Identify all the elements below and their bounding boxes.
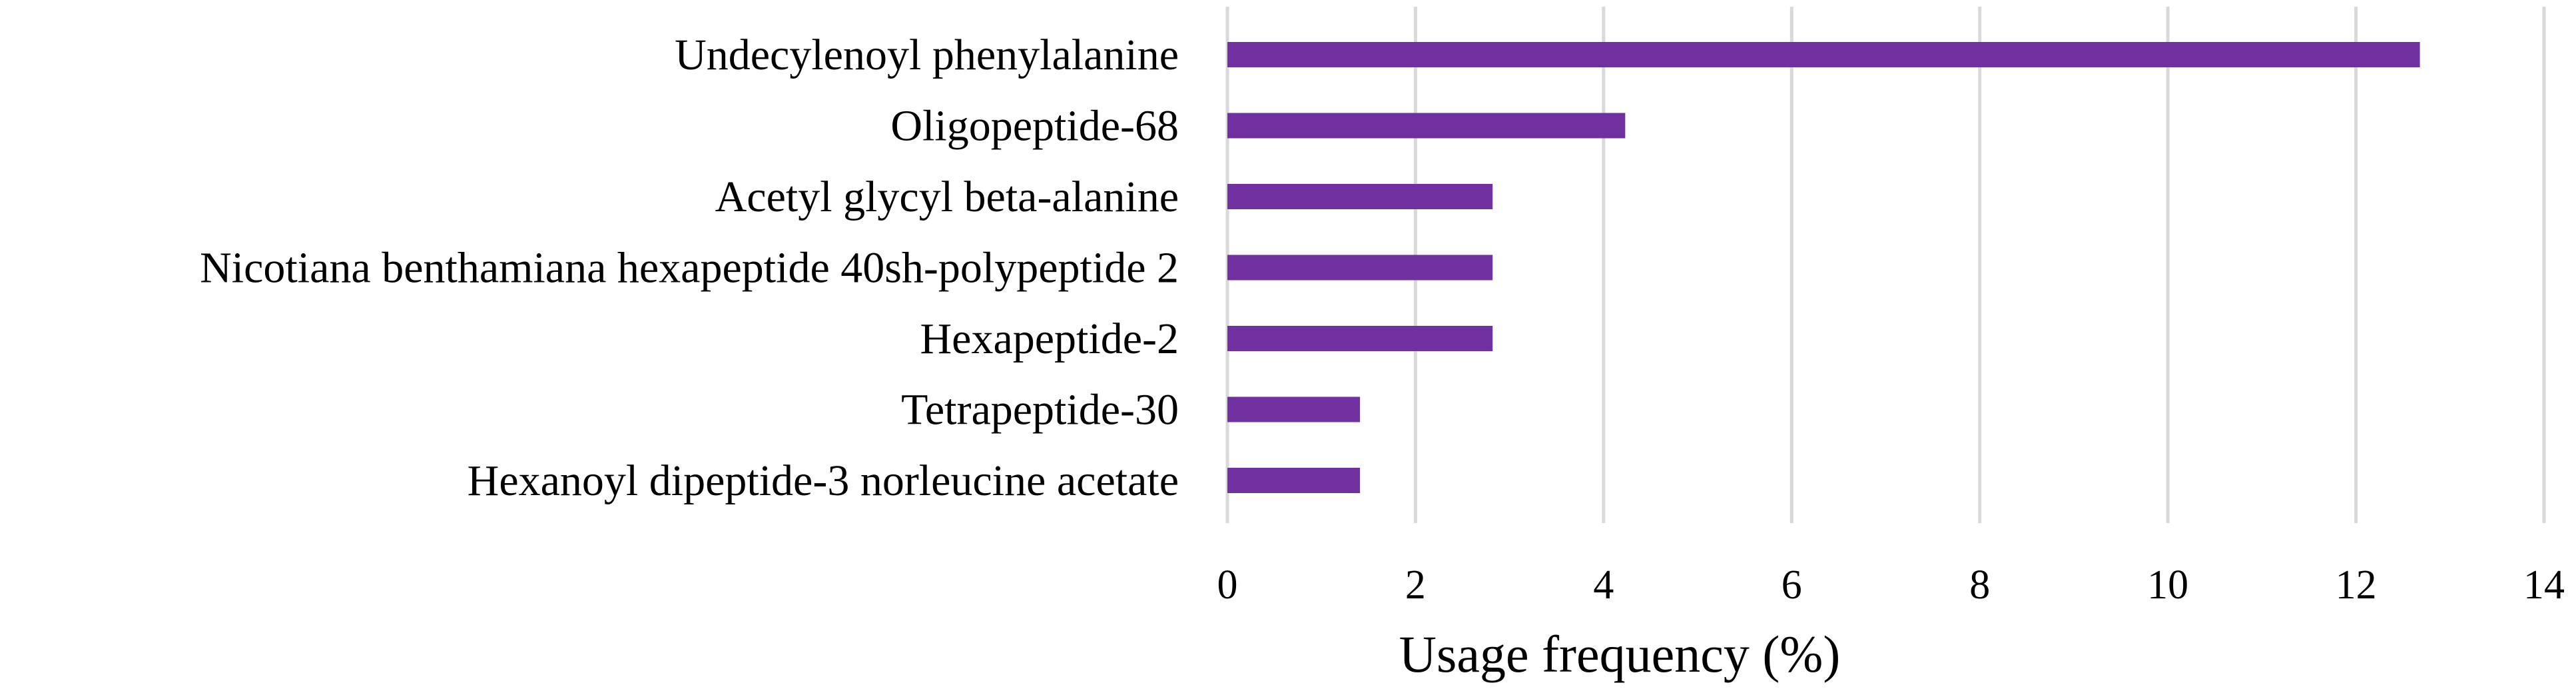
category-label-2: Oligopeptide-68 [890, 102, 1179, 151]
bar-4 [1227, 255, 1493, 281]
x-axis-title: Usage frequency (%) [1399, 625, 1841, 683]
category-label-6: Tetrapeptide-30 [901, 386, 1179, 434]
bar-1 [1227, 42, 2420, 67]
bar-7 [1227, 468, 1361, 493]
bar-5 [1227, 326, 1493, 351]
bar-2 [1227, 113, 1626, 139]
x-tick-label-2: 2 [1405, 562, 1426, 608]
category-label-3: Acetyl glycyl beta-alanine [715, 173, 1179, 221]
x-tick-label-10: 10 [2147, 562, 2188, 608]
category-labels: Undecylenoyl phenylalanine Oligopeptide-6… [200, 31, 1179, 505]
x-tick-label-14: 14 [2523, 562, 2565, 608]
bar-3 [1227, 184, 1493, 209]
category-label-1: Undecylenoyl phenylalanine [675, 31, 1179, 79]
x-tick-label-8: 8 [1969, 562, 1990, 608]
x-tick-label-6: 6 [1781, 562, 1802, 608]
x-tick-label-4: 4 [1593, 562, 1614, 608]
category-label-5: Hexapeptide-2 [920, 315, 1179, 363]
bars [1227, 42, 2420, 493]
gridlines [1225, 7, 2546, 523]
category-label-4: Nicotiana benthamiana hexapeptide 40sh-p… [200, 244, 1179, 293]
bar-6 [1227, 396, 1361, 422]
x-tick-label-12: 12 [2336, 562, 2377, 608]
category-label-7: Hexanoyl dipeptide-3 norleucine acetate [468, 456, 1179, 505]
x-tick-label-0: 0 [1217, 562, 1238, 608]
x-axis-ticks: 0 2 4 6 8 10 12 14 [1217, 562, 2565, 608]
